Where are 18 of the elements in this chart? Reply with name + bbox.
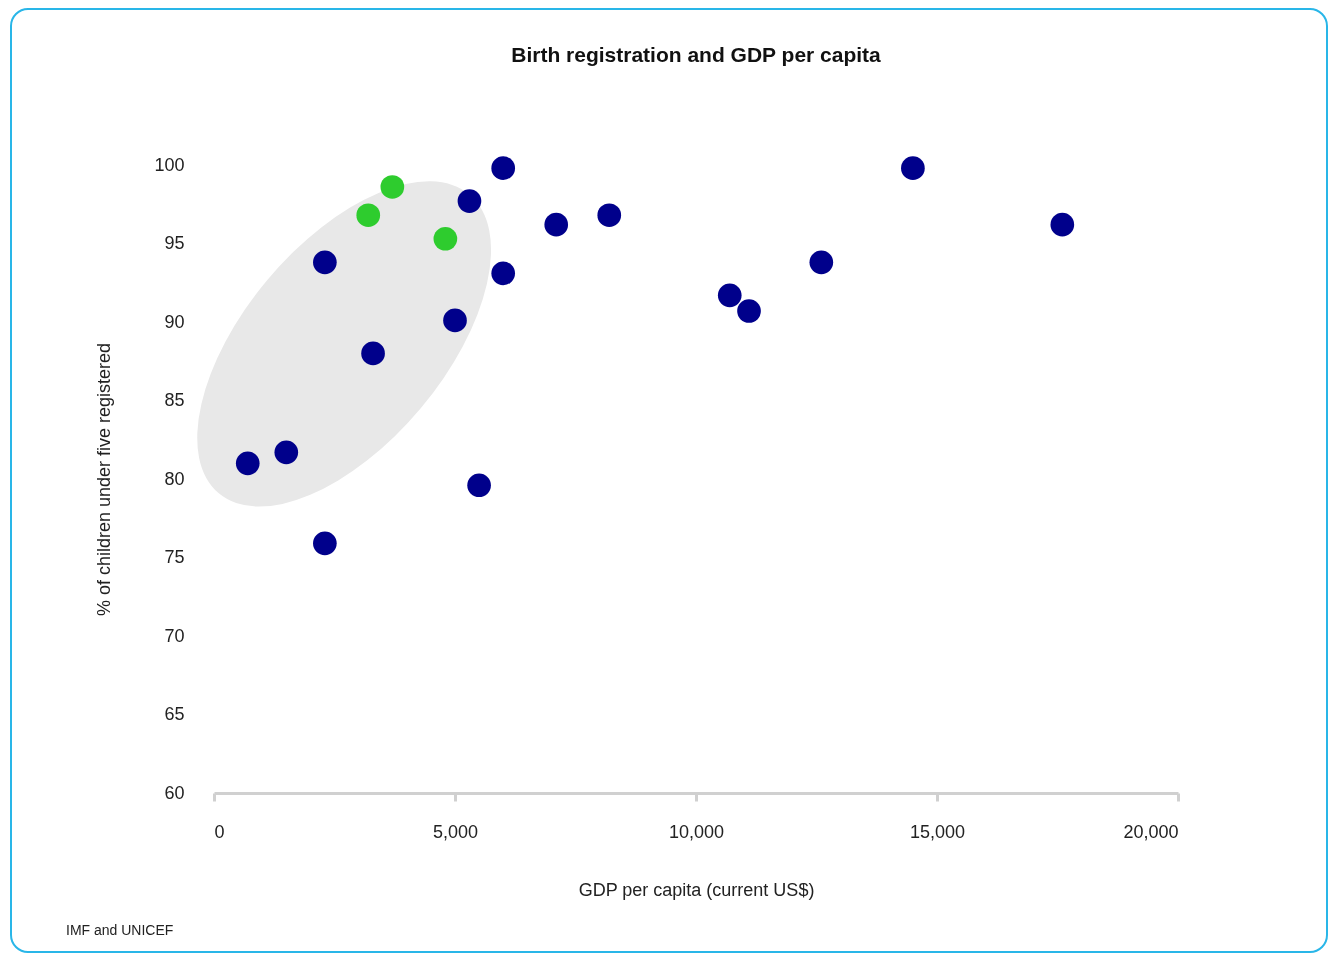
x-tick-label: 0	[214, 821, 225, 842]
y-tick-label: 60	[164, 782, 185, 803]
y-tick-label: 90	[164, 311, 185, 332]
y-tick-label: 70	[164, 625, 185, 646]
x-tick-label: 20,000	[1123, 821, 1179, 842]
x-tick-label: 10,000	[668, 821, 725, 842]
y-tick-label: 75	[164, 547, 185, 567]
y-tick-label: 65	[164, 704, 185, 724]
chart-title: Birth registration and GDP per capita	[511, 43, 882, 66]
y-tick-label: 100	[154, 154, 185, 175]
x-axis-title: GDP per capita (current US$)	[578, 879, 815, 900]
y-tick-label: 80	[164, 468, 185, 489]
y-axis-title: % of children under five registered	[94, 342, 115, 617]
x-tick-label: 5,000	[432, 821, 479, 842]
x-tick-label: 15,000	[909, 821, 966, 842]
text: IMF and UNICEF	[66, 922, 174, 938]
y-tick-label: 85	[164, 390, 185, 410]
y-tick-label: 95	[164, 233, 185, 253]
